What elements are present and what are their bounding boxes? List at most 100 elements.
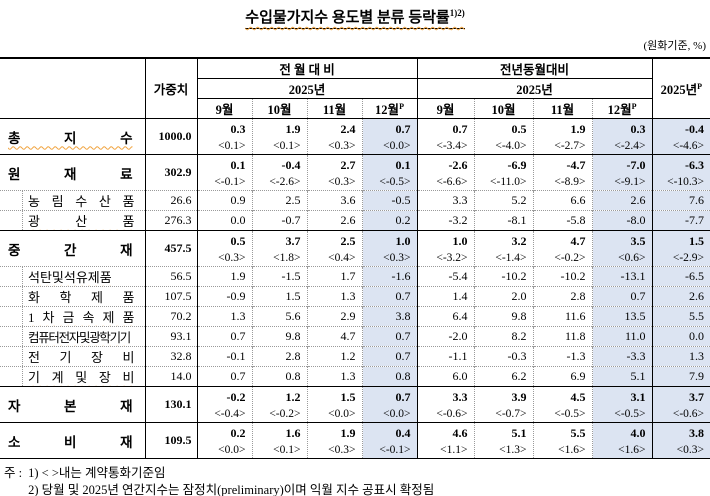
row-label: 자 본 재 — [8, 398, 133, 414]
weight-cell: 302.9 — [145, 154, 198, 191]
value-cell: -5.8 — [533, 210, 593, 231]
value-cell: 0.8 — [252, 366, 308, 387]
value-cell: 3.9 <-0.7> — [474, 386, 534, 423]
contract-currency-value: <-1.4> — [495, 251, 527, 264]
sub-row-indent: 컴퓨터전자및광학기기 — [22, 327, 144, 346]
contract-currency-value: <1.6> — [618, 443, 646, 456]
row-label-cell: 총 지 수 — [0, 118, 146, 155]
table-row: 원 재 료 302.9 0.1 <-0.1> -0.4 <-2.6> 2.7 <0.3> 0.1… — [0, 154, 710, 191]
won-basis-value: 3.2 — [511, 233, 527, 248]
value-cell: 1.7 — [307, 266, 363, 287]
won-basis-value: 0.4 — [395, 425, 411, 440]
value-cell: 6.4 — [417, 306, 475, 327]
won-basis-value: 5.1 — [511, 425, 527, 440]
contract-currency-value: <-0.1> — [379, 443, 411, 456]
value-cell: -2.0 — [417, 326, 475, 347]
value-cell: 0.7 — [362, 286, 418, 307]
table-header: 가중치 전 월 대 비 전년동월대비 2025년P 2025년 2025년 9월… — [0, 58, 710, 119]
won-basis-value: -6.3 — [685, 157, 705, 172]
value-cell: 9.8 — [474, 306, 534, 327]
footnote-2: 2) 당월 및 2025년 연간지수는 잠정치(preliminary)이며 익… — [28, 483, 435, 496]
won-basis-value: -0.4 — [281, 157, 301, 172]
value-cell: -8.1 — [474, 210, 534, 231]
weight-cell: 109.5 — [145, 422, 198, 459]
won-basis-value: 0.5 — [230, 233, 246, 248]
contract-currency-value: <-0.6> — [672, 407, 705, 420]
value-cell: 0.2 <0.0> — [197, 422, 253, 459]
footnote-prefix: 주 : — [4, 466, 23, 480]
yoy-month-sep: 9월 — [417, 98, 475, 119]
sub-row-indent: 1 차 금 속 제 품 — [22, 307, 144, 326]
month-header-row: 9월 10월 11월 12월P 9월 10월 11월 12월P — [0, 98, 710, 119]
value-cell: -2.6 <-6.6> — [417, 154, 475, 191]
value-cell: -4.7 <-8.9> — [533, 154, 593, 191]
row-label-cell: 1 차 금 속 제 품 — [0, 306, 146, 327]
title-wrap: 수입물가지수 용도별 분류 등락률1)2) — [0, 0, 710, 29]
value-cell: -10.2 — [533, 266, 593, 287]
won-basis-value: -2.6 — [448, 157, 468, 172]
contract-currency-value: <-0.7> — [495, 407, 527, 420]
row-label-cell: 원 재 료 — [0, 154, 146, 191]
contract-currency-value: <0.3> — [676, 443, 705, 456]
value-cell: 9.8 — [252, 326, 308, 347]
value-cell: 0.2 — [362, 210, 418, 231]
weight-cell: 26.6 — [145, 190, 198, 211]
weight-cell: 14.0 — [145, 366, 198, 387]
value-cell: 1.9 <0.3> — [307, 422, 363, 459]
sub-row-indent: 화 학 제 품 — [22, 287, 144, 306]
weight-cell: 93.1 — [145, 326, 198, 347]
value-cell: 1.3 — [307, 286, 363, 307]
value-cell: -0.4 <-4.6> — [652, 118, 710, 155]
table-row: 광 산 품 276.3 0.0 -0.7 2.6 0.2 -3.2 -8.1 -5.8 -8.0-… — [0, 210, 710, 231]
won-basis-value: 0.1 — [395, 157, 411, 172]
row-label: 소 비 재 — [8, 434, 133, 450]
won-basis-value: -4.7 — [566, 157, 586, 172]
value-cell: 5.1 <1.3> — [474, 422, 534, 459]
contract-currency-value: <0.1> — [273, 443, 301, 456]
sub-row-indent: 전 기 장 비 — [22, 347, 144, 366]
value-cell: 0.5 <-4.0> — [474, 118, 534, 155]
mom-month-oct: 10월 — [252, 98, 308, 119]
value-cell: 6.9 — [533, 366, 593, 387]
value-cell: 3.7 <-0.6> — [652, 386, 710, 423]
value-cell: 3.6 — [307, 190, 363, 211]
weight-cell: 276.3 — [145, 210, 198, 231]
row-label-cell: 화 학 제 품 — [0, 286, 146, 307]
value-cell: 2.8 — [533, 286, 593, 307]
value-cell: 2.7 <0.3> — [307, 154, 363, 191]
contract-currency-value: <0.3> — [328, 443, 356, 456]
won-basis-value: 4.0 — [630, 425, 646, 440]
footnote-1: 1) < >내는 계약통화기준임 — [28, 466, 166, 480]
table-row: 석탄및석유제품 56.5 1.9 -1.5 1.7 -1.6 -5.4 -10.2 -10.2-… — [0, 266, 710, 287]
contract-currency-value: <0.3> — [328, 139, 356, 152]
value-cell: 0.7 — [197, 326, 253, 347]
won-basis-value: 3.1 — [630, 389, 646, 404]
value-cell: 5.6 — [252, 306, 308, 327]
value-cell: 3.2 <-1.4> — [474, 230, 534, 267]
value-cell: -13.1 — [592, 266, 653, 287]
footnotes: 주 : 1) < >내는 계약통화기준임 2) 당월 및 2025년 연간지수는… — [0, 459, 710, 496]
sub-row-indent: 광 산 품 — [22, 211, 144, 230]
won-basis-value: 4.5 — [570, 389, 586, 404]
table-row: 1 차 금 속 제 품 70.2 1.3 5.6 2.9 3.8 6.4 9.8 11.6 13.… — [0, 306, 710, 327]
value-cell: 11.0 — [592, 326, 653, 347]
row-label: 광 산 품 — [28, 214, 135, 229]
weight-cell: 70.2 — [145, 306, 198, 327]
won-basis-value: 3.9 — [511, 389, 527, 404]
value-cell: 1.3 — [652, 346, 710, 367]
value-cell: -0.7 — [252, 210, 308, 231]
yoy-group-header: 전년동월대비 — [417, 58, 653, 79]
value-cell: 0.7 <0.0> — [362, 386, 418, 423]
value-cell: 1.9 <0.1> — [252, 118, 308, 155]
contract-currency-value: <-8.9> — [554, 175, 586, 188]
weight-cell: 1000.0 — [145, 118, 198, 155]
row-label-cell: 석탄및석유제품 — [0, 266, 146, 287]
value-cell: 1.0 <-3.2> — [417, 230, 475, 267]
table-row: 컴퓨터전자및광학기기 93.1 0.7 9.8 4.7 0.7 -2.0 8.2 11.8 11.… — [0, 326, 710, 347]
contract-currency-value: <-0.2> — [269, 407, 301, 420]
contract-currency-value: <-3.2> — [436, 251, 468, 264]
value-cell: 1.2 <-0.2> — [252, 386, 308, 423]
won-basis-value: 1.0 — [395, 233, 411, 248]
value-cell: 0.7 <0.0> — [362, 118, 418, 155]
